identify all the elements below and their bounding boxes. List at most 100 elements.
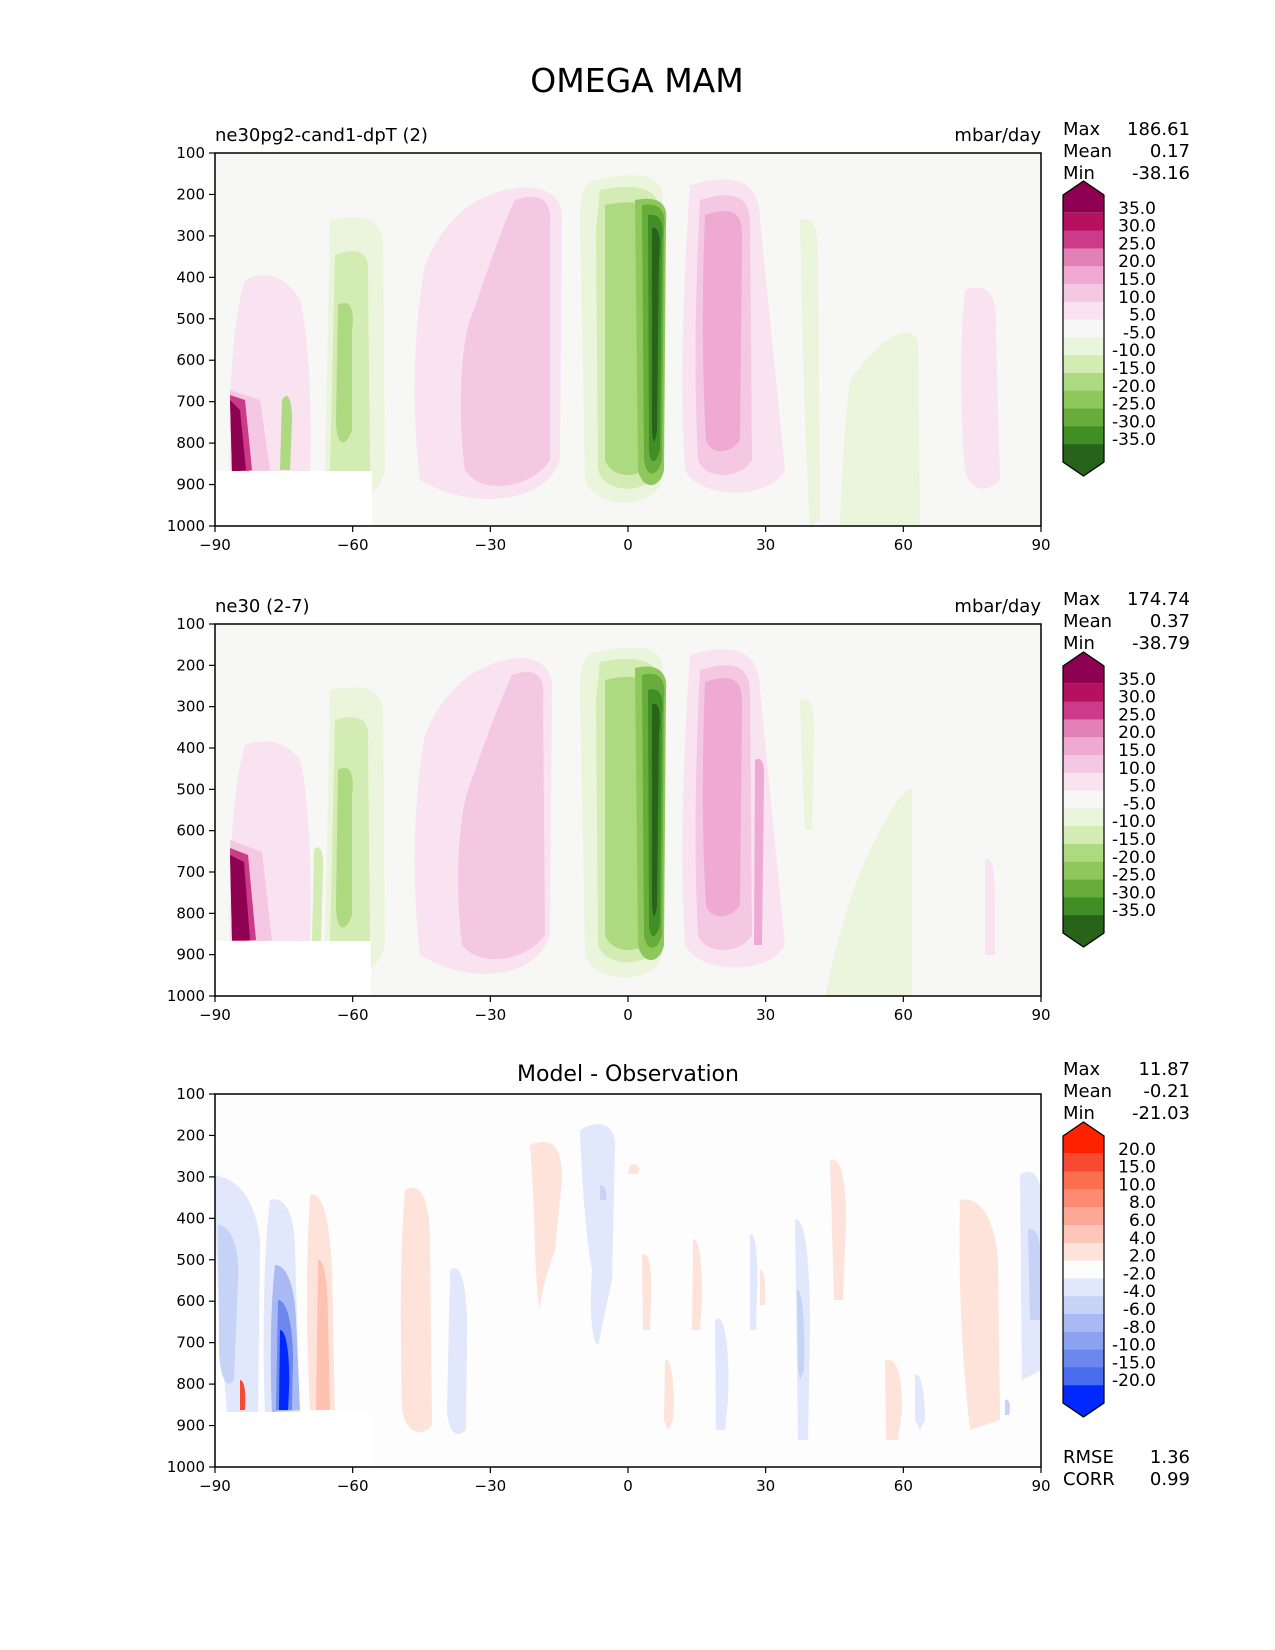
colorbar-swatch — [1063, 1331, 1104, 1351]
colorbar-swatch — [1063, 319, 1104, 338]
colorbar-label: -35.0 — [1112, 430, 1156, 450]
colorbar-swatch — [1063, 390, 1104, 410]
colorbar-label: 5.0 — [1129, 777, 1156, 797]
x-tick-label: −60 — [337, 1006, 369, 1024]
panel-1-title: ne30pg2-cand1-dpT (2) — [215, 125, 428, 146]
colorbar-swatch — [1063, 301, 1104, 321]
panel-3-plot-area — [215, 1094, 1041, 1467]
colorbar-label: -30.0 — [1112, 412, 1156, 432]
x-tick-label: −90 — [199, 1477, 231, 1495]
panel-1-min-label: Min — [1063, 163, 1095, 184]
colorbar-swatch — [1063, 1207, 1104, 1226]
colorbar-swatch — [1063, 1225, 1104, 1244]
colorbar-label: 10.0 — [1118, 288, 1156, 308]
panel-1-units: mbar/day — [954, 125, 1041, 146]
y-tick-label: 900 — [176, 1417, 205, 1435]
panel-3-min-label: Min — [1063, 1103, 1095, 1124]
colorbar-label: 15.0 — [1118, 1158, 1156, 1178]
colorbar-swatch — [1063, 212, 1104, 232]
colorbar-swatch — [1063, 897, 1104, 916]
colorbar-label: -2.0 — [1123, 1264, 1156, 1284]
x-tick-label: −90 — [199, 1006, 231, 1024]
panel-1-y-axis: 100 200 300 400 500 600 700 800 900 1000 — [167, 144, 215, 535]
panel-2: ne30 (2-7) mbar/day — [167, 589, 1190, 1024]
y-tick-label: 100 — [176, 144, 205, 162]
colorbar-label: 25.0 — [1118, 705, 1156, 725]
y-tick-label: 400 — [176, 739, 205, 757]
colorbar-label: -8.0 — [1123, 1318, 1156, 1338]
figure-title: OMEGA MAM — [530, 61, 743, 100]
y-tick-label: 400 — [176, 268, 205, 286]
colorbar-label: -4.0 — [1123, 1282, 1156, 1302]
panel-2-stats: Max 174.74 Mean 0.37 Min -38.79 — [1063, 589, 1190, 654]
colorbar-label: 35.0 — [1118, 199, 1156, 219]
colorbar-label: -10.0 — [1112, 812, 1156, 832]
panel-2-mean-value: 0.37 — [1150, 611, 1190, 632]
x-tick-label: 90 — [1031, 536, 1050, 554]
panel-2-units: mbar/day — [954, 596, 1041, 617]
panel-1-max-value: 186.61 — [1127, 119, 1190, 140]
colorbar-label: 35.0 — [1118, 670, 1156, 690]
panel-2-y-axis: 100 200 300 400 500 600 700 800 900 1000 — [167, 615, 215, 1005]
panel-3-y-axis: 100 200 300 400 500 600 700 800 900 1000 — [167, 1085, 215, 1476]
colorbar-swatch — [1063, 826, 1104, 845]
colorbar-swatch — [1063, 248, 1104, 267]
colorbar-swatch — [1063, 701, 1104, 720]
colorbar-label: 15.0 — [1118, 270, 1156, 290]
colorbar-label: 10.0 — [1118, 759, 1156, 779]
y-tick-label: 100 — [176, 615, 205, 633]
x-tick-label: 30 — [756, 1477, 775, 1495]
colorbar-swatch — [1063, 1349, 1104, 1368]
colorbar-swatch — [1063, 266, 1104, 285]
colorbar-min-extension — [1063, 444, 1104, 476]
colorbar-outline — [1062, 180, 1105, 477]
panel-2-masked-region — [216, 941, 371, 995]
x-tick-label: −90 — [199, 536, 231, 554]
colorbar-label: 30.0 — [1118, 217, 1156, 237]
panel-3-corr-label: CORR — [1063, 1469, 1115, 1490]
panel-1-stats: Max 186.61 Mean 0.17 Min -38.16 — [1063, 119, 1190, 184]
colorbar-swatch — [1063, 1278, 1104, 1297]
colorbar-swatch — [1063, 755, 1104, 774]
x-tick-label: 60 — [894, 1006, 913, 1024]
colorbar-max-extension — [1063, 181, 1104, 213]
colorbar-swatch — [1063, 426, 1104, 445]
y-tick-label: 300 — [176, 1168, 205, 1186]
x-tick-label: −30 — [475, 1006, 507, 1024]
colorbar-swatch — [1063, 284, 1104, 303]
colorbar-label: -5.0 — [1123, 323, 1156, 343]
y-tick-label: 500 — [176, 780, 205, 798]
panel-2-x-axis: −90 −60 −30 0 30 60 90 — [199, 996, 1051, 1024]
colorbar-swatch — [1063, 879, 1104, 898]
colorbar-swatch — [1063, 1260, 1104, 1279]
panel-3: Model - Observation — [167, 1059, 1190, 1495]
y-tick-label: 300 — [176, 698, 205, 716]
y-tick-label: 700 — [176, 863, 205, 881]
panel-1-mean-value: 0.17 — [1150, 141, 1190, 162]
colorbar-swatch — [1063, 1367, 1104, 1386]
x-tick-label: 90 — [1031, 1477, 1050, 1495]
colorbar-swatch — [1063, 861, 1104, 881]
colorbar-label: -15.0 — [1112, 830, 1156, 850]
panel-2-min-value: -38.79 — [1132, 633, 1190, 654]
colorbar-label: 2.0 — [1129, 1247, 1156, 1267]
panel-2-title: ne30 (2-7) — [215, 596, 310, 617]
panel-3-contour-field — [215, 1124, 1041, 1440]
colorbar-swatch — [1063, 355, 1104, 374]
colorbar-label: 5.0 — [1129, 306, 1156, 326]
panel-3-metrics: RMSE 1.36 CORR 0.99 — [1063, 1447, 1190, 1490]
colorbar-swatch — [1063, 1314, 1104, 1333]
colorbar-outline — [1062, 1121, 1105, 1418]
panel-2-max-label: Max — [1063, 589, 1101, 610]
colorbar-swatch — [1063, 808, 1104, 827]
colorbar-swatch — [1063, 408, 1104, 427]
y-tick-label: 600 — [176, 351, 205, 369]
colorbar-swatch — [1063, 337, 1104, 356]
colorbar-label: -20.0 — [1112, 1371, 1156, 1391]
colorbar-swatch — [1063, 790, 1104, 809]
x-tick-label: 90 — [1031, 1006, 1050, 1024]
colorbar-label: 6.0 — [1129, 1211, 1156, 1231]
x-tick-label: 30 — [756, 1006, 775, 1024]
colorbar-label: 8.0 — [1129, 1193, 1156, 1213]
